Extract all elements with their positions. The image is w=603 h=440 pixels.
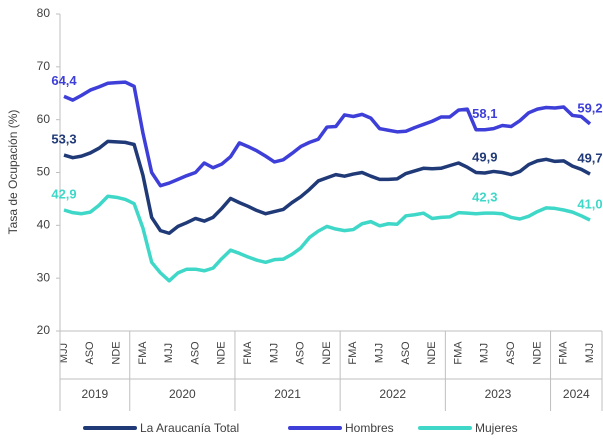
value-label: 49,9 (472, 149, 497, 164)
year-label: 2020 (169, 387, 196, 401)
value-label: 58,1 (472, 106, 497, 121)
y-axis-title: Tasa de Ocupación (%) (6, 110, 20, 235)
y-tick-label: 30 (37, 270, 51, 284)
x-tick-label: MJJ (479, 343, 491, 363)
x-tick-label: NDE (111, 341, 123, 364)
series-line (63, 194, 591, 283)
value-label: 42,9 (51, 186, 76, 201)
value-label: 49,7 (577, 151, 602, 166)
year-label: 2022 (379, 387, 406, 401)
value-label: 59,2 (577, 100, 602, 115)
value-label: 42,3 (472, 190, 497, 205)
year-label: 2024 (563, 387, 590, 401)
x-tick-label: ASO (505, 341, 517, 365)
series-line (63, 139, 591, 236)
legend-label: La Araucanía Total (140, 421, 239, 435)
x-tick-label: MJJ (374, 343, 386, 363)
x-tick-label: MJJ (163, 343, 175, 363)
value-label: 53,3 (51, 132, 76, 147)
x-tick-label: MJJ (584, 343, 596, 363)
x-tick-label: MJJ (58, 343, 70, 363)
legend-label: Hombres (345, 421, 394, 435)
year-label: 2023 (485, 387, 512, 401)
series-line (63, 80, 592, 188)
x-tick-label: FMA (242, 341, 254, 365)
y-tick-label: 60 (37, 112, 51, 126)
value-label: 41,0 (577, 196, 602, 211)
year-label: 2021 (274, 387, 301, 401)
x-tick-label: ASO (189, 341, 201, 365)
x-tick-label: MJJ (268, 343, 280, 363)
x-tick-label: NDE (321, 341, 333, 364)
y-tick-label: 80 (37, 6, 51, 20)
x-tick-label: NDE (216, 341, 228, 364)
year-label: 2019 (82, 387, 109, 401)
x-tick-label: NDE (531, 341, 543, 364)
x-tick-label: FMA (137, 341, 149, 365)
x-tick-label: NDE (426, 341, 438, 364)
x-tick-label: FMA (558, 341, 570, 365)
x-tick-label: FMA (452, 341, 464, 365)
y-tick-label: 50 (37, 165, 51, 179)
x-tick-label: ASO (295, 341, 307, 365)
x-tick-label: ASO (400, 341, 412, 365)
x-tick-label: ASO (84, 341, 96, 365)
y-tick-label: 40 (37, 218, 51, 232)
value-label: 64,4 (51, 73, 77, 88)
y-tick-label: 20 (37, 323, 51, 337)
legend-label: Mujeres (475, 421, 518, 435)
y-tick-label: 70 (37, 59, 51, 73)
x-tick-label: FMA (347, 341, 359, 365)
